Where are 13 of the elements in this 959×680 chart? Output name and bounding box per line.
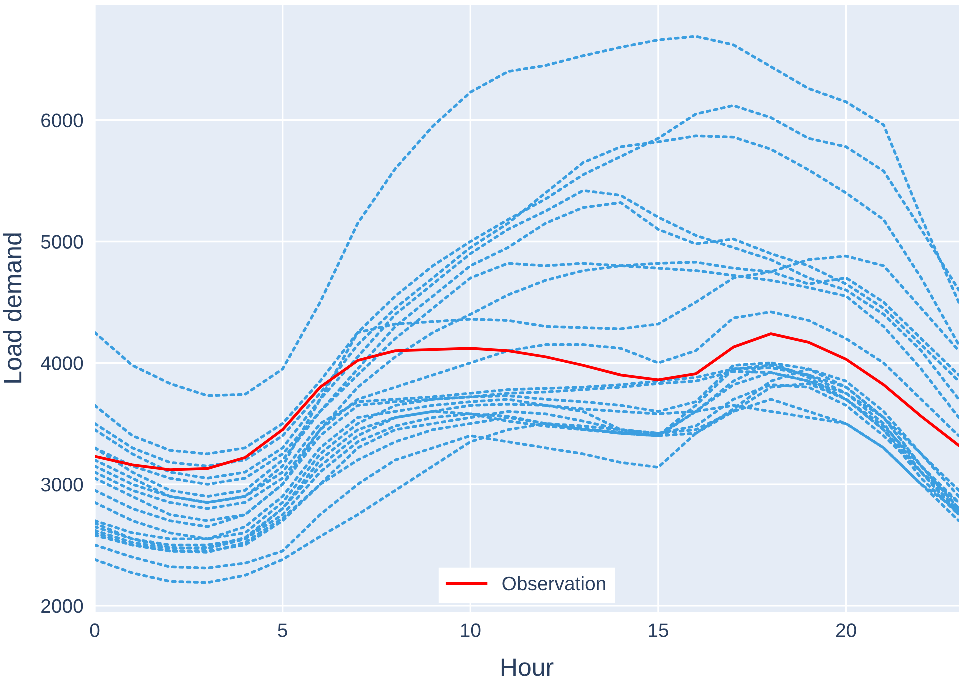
y-axis-title: Load demand bbox=[3, 234, 22, 383]
y-tick-label: 3000 bbox=[41, 478, 84, 492]
x-tick-label: 10 bbox=[461, 624, 481, 638]
x-tick-label: 5 bbox=[278, 624, 288, 638]
y-tick-label: 4000 bbox=[41, 356, 84, 370]
x-tick-label: 15 bbox=[649, 624, 668, 638]
y-tick-label: 5000 bbox=[41, 235, 84, 249]
y-tick-label: 2000 bbox=[42, 599, 84, 614]
x-tick-label: 20 bbox=[836, 624, 856, 638]
y-tick-label: 6000 bbox=[42, 114, 84, 128]
x-axis-title: Hour bbox=[502, 658, 554, 676]
legend-label: Observation bbox=[502, 576, 606, 591]
x-tick-label: 0 bbox=[90, 624, 100, 638]
